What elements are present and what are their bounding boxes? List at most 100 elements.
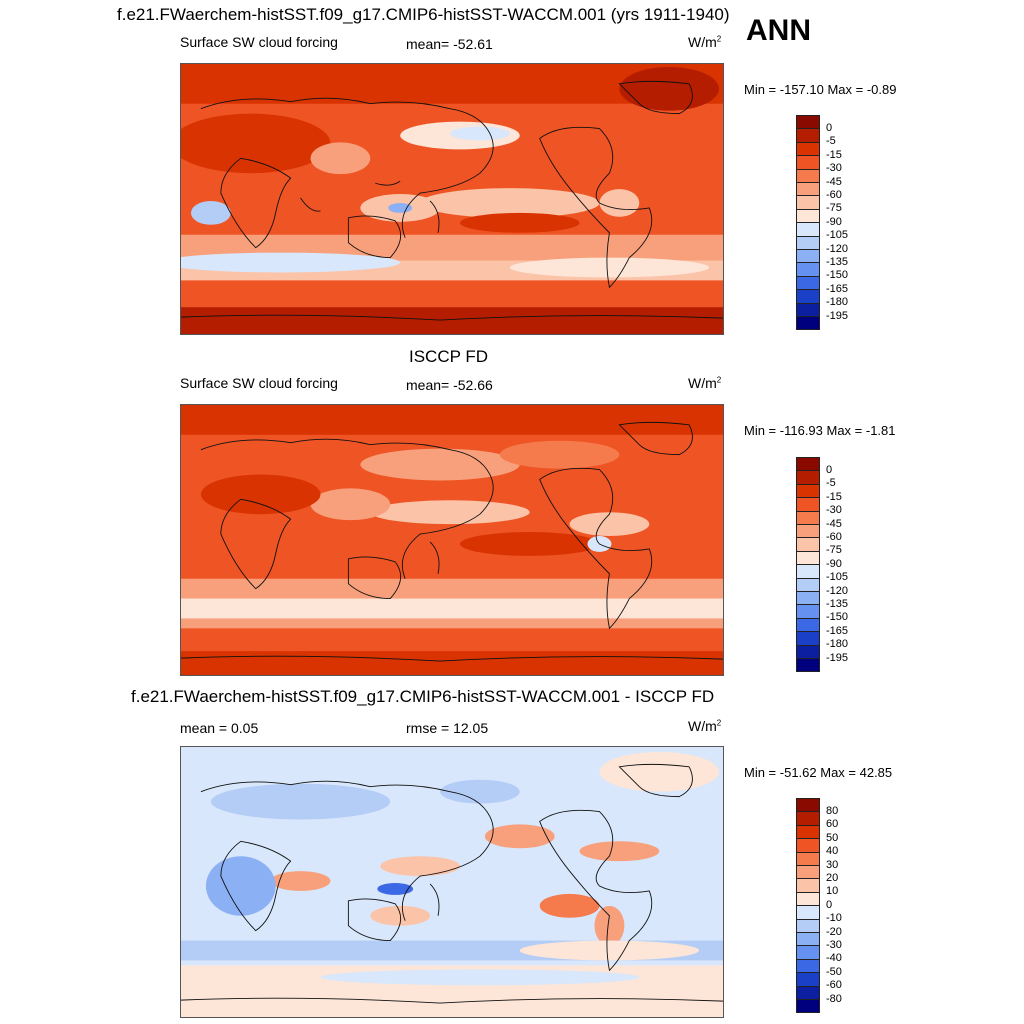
panel-1-colorbar: 0 -5 -15 -30 -45 -60 -75 -90 -105 -120 -135 -150 -16…: [796, 115, 856, 331]
panel-2-variable-label: Surface SW cloud forcing: [180, 375, 338, 391]
colorbar-tick-label: -10: [826, 912, 842, 925]
panel-2-map: [180, 404, 724, 676]
colorbar-tick-label: 60: [826, 818, 839, 831]
colorbar-swatch: [796, 985, 820, 1000]
colorbar-tick-label: -75: [826, 202, 842, 215]
colorbar-tick-label: -90: [826, 557, 842, 570]
colorbar-swatch: [796, 262, 820, 277]
colorbar-tick-label: -120: [826, 584, 849, 597]
colorbar-swatch: [796, 865, 820, 880]
colorbar-tick-label: -30: [826, 938, 842, 951]
colorbar-swatch: [796, 275, 820, 291]
colorbar-swatch: [796, 155, 820, 170]
colorbar-tick-label: 50: [826, 831, 839, 844]
colorbar-tick-label: 10: [826, 885, 839, 898]
colorbar-tick-label: -135: [826, 597, 849, 610]
panel-2-title: ISCCP FD: [409, 347, 489, 366]
panel-1-map: [180, 63, 724, 335]
colorbar-swatch: [796, 564, 820, 579]
colorbar-tick-label: -180: [826, 638, 849, 651]
colorbar-swatch: [796, 195, 820, 210]
colorbar-swatch: [796, 838, 820, 853]
panel-3-map: [180, 746, 724, 1018]
panel-3-units: W/m2: [688, 718, 722, 734]
colorbar-tick-label: -165: [826, 282, 849, 295]
colorbar-tick-label: 0: [826, 463, 833, 476]
panel-1-units: W/m2: [688, 34, 722, 50]
colorbar-swatch: [796, 128, 820, 143]
colorbar-swatch: [796, 644, 820, 659]
colorbar-tick-label: -105: [826, 229, 849, 242]
colorbar-swatch: [796, 631, 820, 646]
panel-3-minmax: Min = -51.62 Max = 42.85: [744, 765, 893, 780]
panel-1-mean-label: mean= -52.61: [406, 36, 493, 52]
colorbar-tick-label: -30: [826, 162, 842, 175]
colorbar-swatch: [796, 168, 820, 183]
colorbar-tick-label: -20: [826, 925, 842, 938]
colorbar-tick-label: -135: [826, 255, 849, 268]
panel-1-minmax: Min = -157.10 Max = -0.89: [744, 82, 897, 97]
season-label: ANN: [746, 14, 811, 47]
colorbar-swatch: [796, 972, 820, 987]
colorbar-tick-label: -120: [826, 242, 849, 255]
panel-3-title: f.e21.FWaerchem-histSST.f09_g17.CMIP6-hi…: [131, 687, 715, 706]
colorbar-swatch: [796, 658, 820, 673]
colorbar-swatch: [796, 302, 820, 317]
colorbar-tick-label: 0: [826, 898, 833, 911]
colorbar-swatch: [796, 878, 820, 893]
colorbar-swatch: [796, 524, 820, 539]
colorbar-swatch: [796, 999, 820, 1014]
panel-3-mean-label: mean = 0.05: [180, 720, 259, 736]
colorbar-swatch: [796, 208, 820, 224]
panel-2-mean-label: mean= -52.66: [406, 377, 493, 393]
colorbar-swatch: [796, 235, 820, 250]
colorbar-tick-label: -5: [826, 135, 836, 148]
colorbar-swatch: [796, 182, 820, 197]
colorbar-swatch: [796, 932, 820, 947]
colorbar-swatch: [796, 222, 820, 237]
colorbar-swatch: [796, 497, 820, 512]
colorbar-swatch: [796, 851, 820, 866]
colorbar-tick-label: -15: [826, 148, 842, 161]
panel-3-rmse-label: rmse = 12.05: [406, 720, 489, 736]
colorbar-swatch: [796, 249, 820, 264]
panel-2-colorbar: 0 -5 -15 -30 -45 -60 -75 -90 -105 -120 -135 -150 -16…: [796, 457, 856, 673]
colorbar-swatch: [796, 510, 820, 525]
panel-2-minmax: Min = -116.93 Max = -1.81: [744, 423, 896, 438]
colorbar-tick-label: 80: [826, 804, 839, 817]
colorbar-swatch: [796, 798, 820, 813]
colorbar-tick-label: 20: [826, 871, 839, 884]
colorbar-swatch: [796, 958, 820, 974]
colorbar-tick-label: -15: [826, 490, 842, 503]
colorbar-tick-label: -40: [826, 952, 842, 965]
colorbar-tick-label: -195: [826, 651, 849, 664]
colorbar-swatch: [796, 141, 820, 157]
colorbar-swatch: [796, 891, 820, 907]
colorbar-swatch: [796, 591, 820, 606]
colorbar-swatch: [796, 905, 820, 920]
panel-3-colorbar: 80 60 50 40 30 20 10 0 -10 -20 -30 -40 -50 -60 -80: [796, 798, 856, 1014]
colorbar-tick-label: -45: [826, 175, 842, 188]
colorbar-tick-label: -150: [826, 269, 849, 282]
colorbar-swatch: [796, 945, 820, 960]
colorbar-tick-label: -105: [826, 571, 849, 584]
colorbar-tick-label: -60: [826, 188, 842, 201]
colorbar-tick-label: 0: [826, 121, 833, 134]
colorbar-tick-label: -30: [826, 504, 842, 517]
colorbar-swatch: [796, 289, 820, 304]
colorbar-tick-label: -195: [826, 309, 849, 322]
panel-2-units: W/m2: [688, 375, 722, 391]
colorbar-swatch: [796, 316, 820, 331]
colorbar-swatch: [796, 824, 820, 840]
colorbar-tick-label: -165: [826, 624, 849, 637]
colorbar-swatch: [796, 550, 820, 566]
colorbar-swatch: [796, 918, 820, 933]
colorbar-tick-label: -150: [826, 611, 849, 624]
colorbar-tick-label: -5: [826, 477, 836, 490]
colorbar-tick-label: -80: [826, 992, 842, 1005]
colorbar-swatch: [796, 604, 820, 619]
colorbar-tick-label: -50: [826, 965, 842, 978]
colorbar-tick-label: -75: [826, 544, 842, 557]
colorbar-tick-label: -90: [826, 215, 842, 228]
colorbar-swatch: [796, 457, 820, 472]
